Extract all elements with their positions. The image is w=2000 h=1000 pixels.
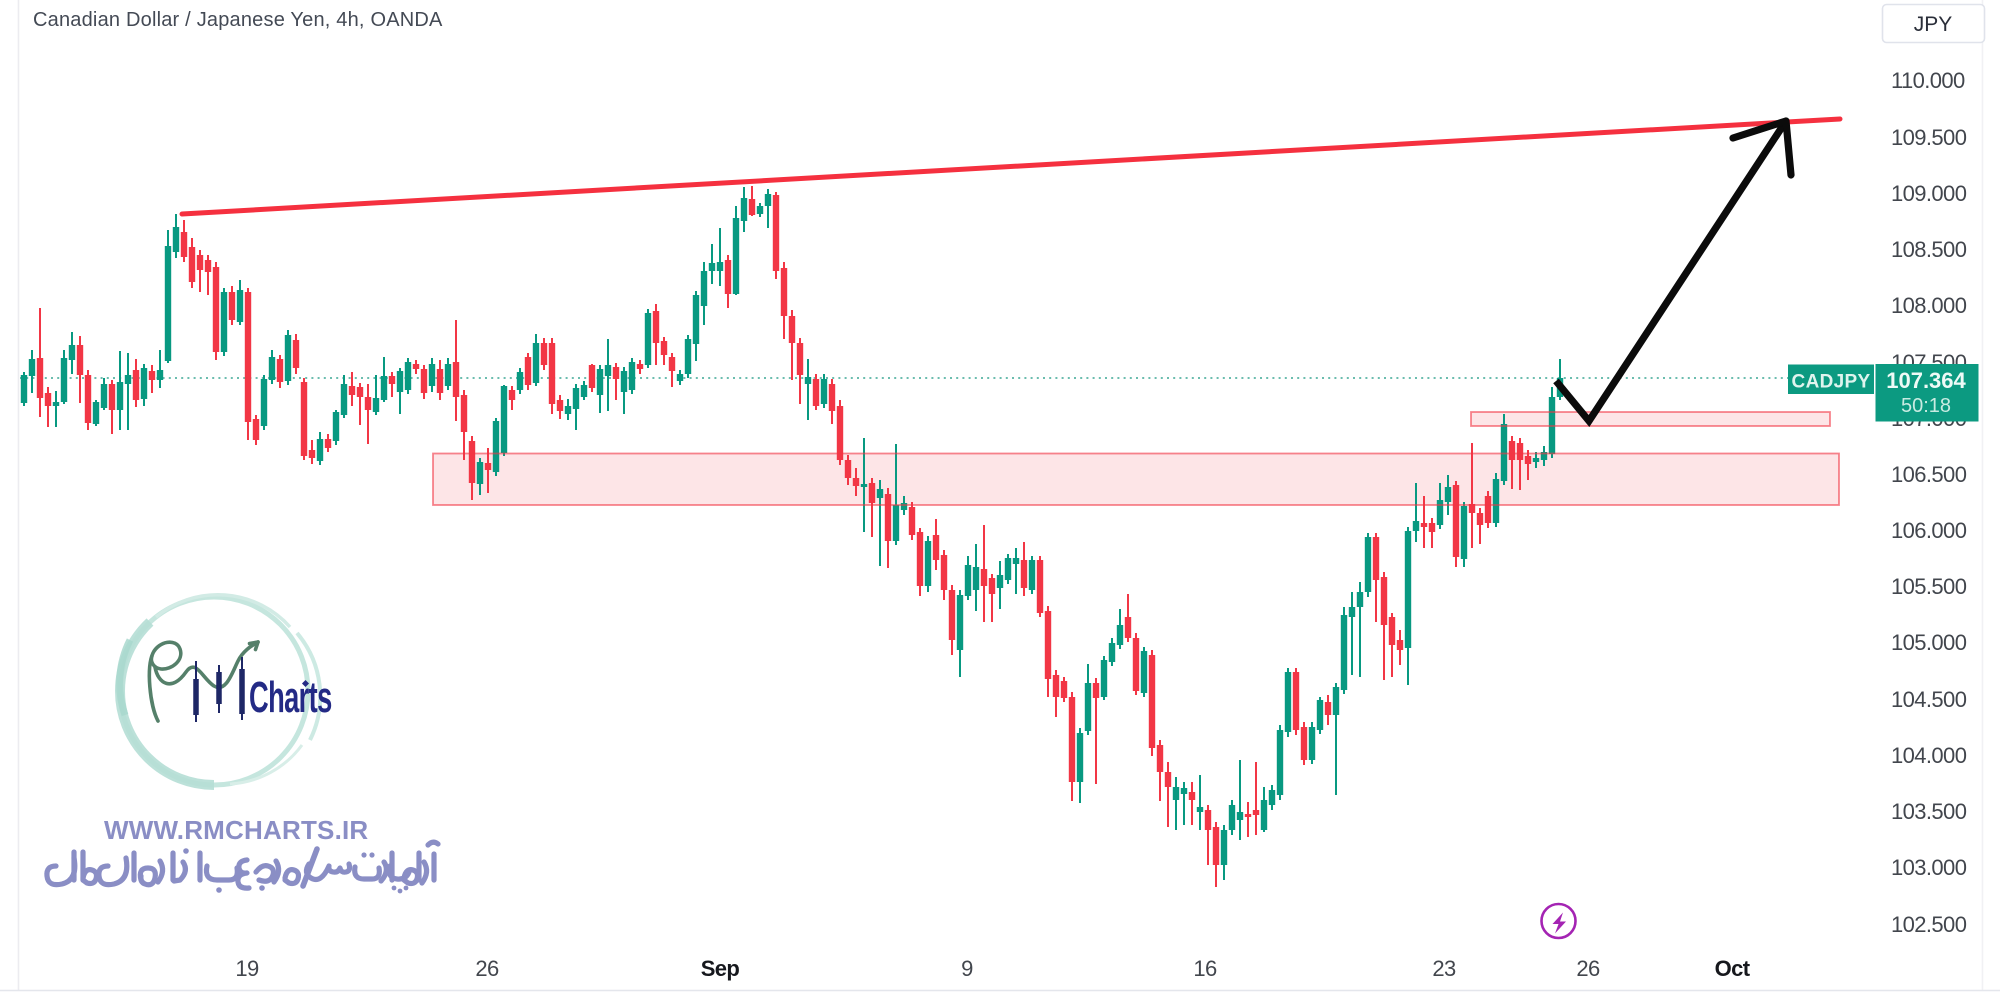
svg-text:104.000: 104.000 <box>1891 743 1967 768</box>
svg-text:104.500: 104.500 <box>1891 687 1967 712</box>
svg-text:Charts: Charts <box>249 672 332 721</box>
svg-text:109.500: 109.500 <box>1891 125 1967 150</box>
svg-text:WWW.RMCHARTS.IR: WWW.RMCHARTS.IR <box>104 815 368 845</box>
svg-text:Oct: Oct <box>1715 956 1751 981</box>
svg-text:106.000: 106.000 <box>1891 518 1967 543</box>
svg-text:50:18: 50:18 <box>1901 395 1951 417</box>
svg-text:16: 16 <box>1193 956 1217 981</box>
svg-text:108.500: 108.500 <box>1891 237 1967 262</box>
svg-text:JPY: JPY <box>1914 13 1953 36</box>
svg-text:103.000: 103.000 <box>1891 855 1967 880</box>
svg-text:26: 26 <box>475 956 499 981</box>
svg-text:105.000: 105.000 <box>1891 630 1967 655</box>
svg-text:107.364: 107.364 <box>1886 368 1966 393</box>
svg-text:19: 19 <box>235 956 259 981</box>
svg-text:Canadian Dollar / Japanese Yen: Canadian Dollar / Japanese Yen, 4h, OAND… <box>33 9 443 31</box>
svg-text:110.000: 110.000 <box>1891 68 1965 93</box>
svg-text:CADJPY: CADJPY <box>1792 372 1871 393</box>
svg-text:26: 26 <box>1576 956 1600 981</box>
svg-text:106.500: 106.500 <box>1891 462 1967 487</box>
svg-text:23: 23 <box>1432 956 1456 981</box>
svg-text:102.500: 102.500 <box>1891 912 1967 937</box>
svg-text:9: 9 <box>961 956 973 981</box>
svg-text:103.500: 103.500 <box>1891 799 1967 824</box>
svg-text:108.000: 108.000 <box>1891 293 1967 318</box>
svg-text:105.500: 105.500 <box>1891 574 1967 599</box>
svg-text:109.000: 109.000 <box>1891 181 1967 206</box>
svg-text:Sep: Sep <box>701 956 740 981</box>
